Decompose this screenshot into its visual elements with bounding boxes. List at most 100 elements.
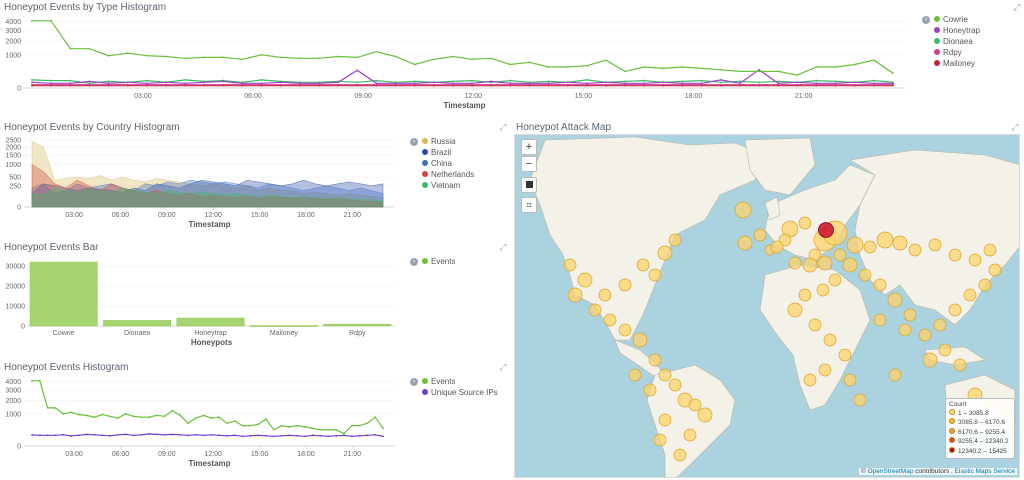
data-point[interactable] <box>280 424 283 427</box>
series-line[interactable] <box>31 79 894 84</box>
data-point[interactable] <box>872 59 875 62</box>
elastic-maps-link[interactable]: Elastic Maps Service <box>954 468 1015 475</box>
data-point[interactable] <box>93 433 96 436</box>
data-point[interactable] <box>101 434 104 437</box>
data-point[interactable] <box>31 379 33 382</box>
data-point[interactable] <box>681 83 684 86</box>
data-point[interactable] <box>872 83 875 86</box>
attack-marker[interactable] <box>948 303 962 317</box>
legend-toggle-icon[interactable]: › <box>410 258 418 266</box>
data-point[interactable] <box>69 47 72 50</box>
expand-icon[interactable]: ⤢ <box>499 242 507 252</box>
attack-marker[interactable] <box>838 348 852 362</box>
attack-marker[interactable] <box>863 240 877 254</box>
data-point[interactable] <box>31 19 33 22</box>
legend-item[interactable]: Netherlands <box>422 170 474 180</box>
data-point[interactable] <box>834 80 837 83</box>
data-point[interactable] <box>356 69 359 72</box>
data-point[interactable] <box>155 433 158 436</box>
data-point[interactable] <box>700 83 703 86</box>
attack-marker[interactable] <box>817 255 833 271</box>
data-point[interactable] <box>366 422 369 425</box>
data-point[interactable] <box>432 58 435 61</box>
expand-icon[interactable]: ⤢ <box>1011 122 1019 132</box>
attack-marker[interactable] <box>873 278 887 292</box>
data-point[interactable] <box>700 82 703 85</box>
data-point[interactable] <box>50 19 53 22</box>
data-point[interactable] <box>304 435 306 438</box>
attack-marker[interactable] <box>643 383 657 397</box>
data-point[interactable] <box>50 83 53 86</box>
data-point[interactable] <box>382 435 384 438</box>
data-point[interactable] <box>356 83 359 86</box>
data-point[interactable] <box>662 67 665 70</box>
expand-icon[interactable]: ⤢ <box>1013 2 1021 12</box>
attack-marker[interactable] <box>770 240 784 254</box>
data-point[interactable] <box>50 79 53 82</box>
series-area[interactable] <box>31 179 384 208</box>
data-point[interactable] <box>93 416 96 419</box>
data-point[interactable] <box>257 423 260 426</box>
data-point[interactable] <box>815 82 818 85</box>
data-point[interactable] <box>337 83 340 86</box>
data-point[interactable] <box>337 55 340 58</box>
attack-map[interactable]: + − ⌗ Count 1 – 3085.8 3085.8 – 6170.6 617… <box>514 134 1020 478</box>
data-point[interactable] <box>471 58 473 61</box>
attack-marker[interactable] <box>983 243 997 257</box>
world-map[interactable] <box>515 135 1020 478</box>
legend-item[interactable]: Mailoney <box>934 59 975 69</box>
bar[interactable] <box>323 323 392 327</box>
data-point[interactable] <box>853 83 856 86</box>
data-point[interactable] <box>116 433 119 436</box>
data-point[interactable] <box>566 81 569 84</box>
series-line[interactable] <box>31 69 893 84</box>
data-point[interactable] <box>31 81 33 84</box>
data-point[interactable] <box>700 67 703 70</box>
data-point[interactable] <box>490 80 493 83</box>
zoom-out-button[interactable]: − <box>521 156 537 172</box>
data-point[interactable] <box>222 56 225 59</box>
data-point[interactable] <box>140 433 143 436</box>
data-point[interactable] <box>452 55 454 58</box>
data-point[interactable] <box>892 72 894 75</box>
data-point[interactable] <box>241 82 244 85</box>
data-point[interactable] <box>124 412 127 415</box>
attack-marker[interactable] <box>853 393 867 407</box>
data-point[interactable] <box>624 82 627 85</box>
data-point[interactable] <box>279 83 282 86</box>
data-point[interactable] <box>777 83 780 86</box>
legend-item[interactable]: Dionaea <box>934 37 973 47</box>
data-point[interactable] <box>226 434 228 437</box>
data-point[interactable] <box>509 79 512 82</box>
legend-toggle-icon[interactable]: › <box>922 16 930 24</box>
attack-marker[interactable] <box>618 278 632 292</box>
data-point[interactable] <box>126 81 129 84</box>
data-point[interactable] <box>194 417 197 420</box>
series-line[interactable] <box>32 20 894 76</box>
data-point[interactable] <box>739 82 741 85</box>
data-point[interactable] <box>366 434 369 437</box>
attack-marker[interactable] <box>892 235 908 251</box>
data-point[interactable] <box>892 83 894 86</box>
data-point[interactable] <box>719 83 722 86</box>
data-point[interactable] <box>88 83 91 86</box>
data-point[interactable] <box>260 53 263 56</box>
data-point[interactable] <box>528 61 531 64</box>
data-point[interactable] <box>184 78 186 81</box>
legend-item[interactable]: Brazil <box>422 148 451 158</box>
data-point[interactable] <box>413 82 416 85</box>
data-point[interactable] <box>62 433 65 436</box>
attack-marker[interactable] <box>588 303 602 317</box>
attack-marker[interactable] <box>737 235 753 251</box>
data-point[interactable] <box>892 82 894 85</box>
data-point[interactable] <box>62 412 65 415</box>
data-point[interactable] <box>356 81 359 84</box>
zoom-in-button[interactable]: + <box>521 139 537 155</box>
data-point[interactable] <box>38 379 41 382</box>
data-point[interactable] <box>777 80 780 83</box>
data-point[interactable] <box>681 66 684 68</box>
attack-marker[interactable] <box>828 273 842 287</box>
legend-item[interactable]: Cowrie <box>934 15 968 25</box>
attack-marker[interactable] <box>673 448 687 462</box>
series-area[interactable] <box>31 187 384 208</box>
